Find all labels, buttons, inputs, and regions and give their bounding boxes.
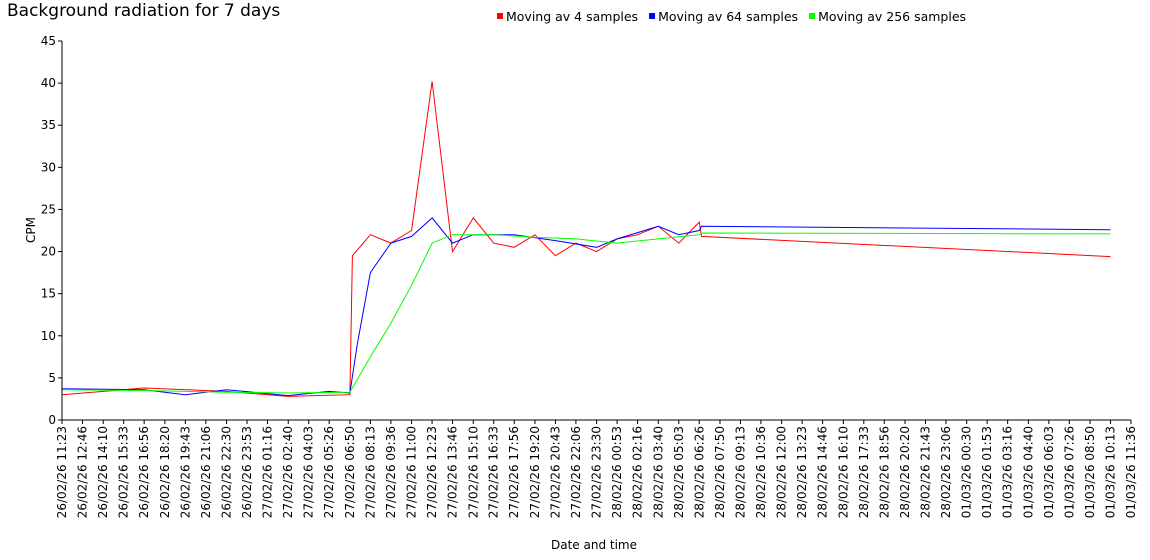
x-tick-label: 28/02/26 17:33 [857,426,871,518]
x-tick-label: 26/02/26 18:20 [158,426,172,518]
x-tick-label: 27/02/26 17:56 [507,426,521,518]
x-tick-label: 27/02/26 12:23 [425,426,439,518]
chart-title: Background radiation for 7 days [7,1,280,21]
x-tick-label: 26/02/26 11:23 [55,426,69,518]
x-tick-label: 01/03/26 10:13 [1104,426,1118,518]
legend: Moving av 4 samples Moving av 64 samples M… [497,9,966,24]
x-tick-label: 01/03/26 03:16 [1001,426,1015,518]
x-tick-label: 27/02/26 11:00 [405,426,419,518]
x-tick-label: 28/02/26 13:23 [795,426,809,518]
y-tick-label: 10 [41,329,56,343]
x-tick-label: 01/03/26 08:50 [1083,426,1097,518]
x-tick-label: 27/02/26 23:30 [590,426,604,518]
x-tick-label: 27/02/26 22:06 [569,426,583,518]
y-tick-label: 15 [41,287,56,301]
legend-label: Moving av 4 samples [506,9,638,24]
x-tick-label: 28/02/26 23:06 [939,426,953,518]
series-layer [61,81,1111,397]
y-tick-label: 40 [41,76,56,90]
y-tick-label: 45 [41,34,56,48]
x-tick-label: 01/03/26 06:03 [1042,426,1056,518]
x-tick-label: 01/03/26 07:26 [1062,426,1076,518]
legend-label: Moving av 256 samples [818,9,966,24]
x-tick-label: 28/02/26 02:16 [631,426,645,518]
y-ticks: 0 5 10 15 20 25 30 35 40 45 [41,34,62,427]
x-tick-label: 28/02/26 10:36 [754,426,768,518]
x-tick-label: 26/02/26 12:46 [75,426,89,518]
x-tick-label: 28/02/26 20:20 [898,426,912,518]
x-tick-label: 26/02/26 14:10 [96,426,110,518]
legend-label: Moving av 64 samples [658,9,798,24]
x-tick-label: 01/03/26 04:40 [1021,426,1035,518]
x-tick-label: 27/02/26 09:36 [384,426,398,518]
x-tick-label: 28/02/26 06:26 [692,426,706,518]
x-tick-label: 26/02/26 16:56 [137,426,151,518]
x-tick-label: 28/02/26 03:40 [651,426,665,518]
x-tick-label: 27/02/26 15:10 [466,426,480,518]
legend-swatch [497,13,503,19]
y-tick-label: 35 [41,118,56,132]
x-tick-label: 28/02/26 09:13 [733,426,747,518]
y-tick-label: 30 [41,160,56,174]
legend-swatch [649,13,656,19]
x-tick-label: 28/02/26 00:53 [610,426,624,518]
x-ticks: 26/02/26 11:23 26/02/26 12:46 26/02/26 14:… [55,420,1138,518]
legend-swatch [809,13,816,19]
series-line-3 [61,232,1111,394]
x-tick-label: 27/02/26 04:03 [302,426,316,518]
y-tick-label: 20 [41,245,56,259]
x-tick-label: 28/02/26 21:43 [918,426,932,518]
x-tick-label: 26/02/26 22:30 [220,426,234,518]
x-tick-label: 27/02/26 02:40 [281,426,295,518]
x-tick-label: 28/02/26 14:46 [816,426,830,518]
x-tick-label: 27/02/26 01:16 [261,426,275,518]
x-tick-label: 01/03/26 11:36 [1124,426,1138,518]
x-tick-label: 28/02/26 07:50 [713,426,727,518]
y-tick-label: 25 [41,202,56,216]
y-tick-label: 5 [48,371,56,385]
x-tick-label: 27/02/26 13:46 [446,426,460,518]
x-tick-label: 27/02/26 06:50 [343,426,357,518]
y-axis-label: CPM [24,217,38,243]
x-tick-label: 01/03/26 01:53 [980,426,994,518]
x-tick-label: 01/03/26 00:30 [960,426,974,518]
x-tick-label: 27/02/26 05:26 [322,426,336,518]
x-tick-label: 27/02/26 19:20 [528,426,542,518]
x-tick-label: 27/02/26 20:43 [548,426,562,518]
x-tick-label: 28/02/26 05:03 [672,426,686,518]
series-line-2 [61,217,1111,397]
x-tick-label: 26/02/26 19:43 [178,426,192,518]
x-tick-label: 27/02/26 08:13 [363,426,377,518]
x-axis-label: Date and time [551,538,637,552]
x-tick-label: 28/02/26 12:00 [775,426,789,518]
x-tick-label: 28/02/26 16:10 [836,426,850,518]
x-tick-label: 27/02/26 16:33 [487,426,501,518]
x-tick-label: 28/02/26 18:56 [877,426,891,518]
series-line-1 [61,81,1111,397]
x-tick-label: 26/02/26 15:33 [117,426,131,518]
y-tick-label: 0 [48,413,56,427]
x-tick-label: 26/02/26 21:06 [199,426,213,518]
x-tick-label: 26/02/26 23:53 [240,426,254,518]
